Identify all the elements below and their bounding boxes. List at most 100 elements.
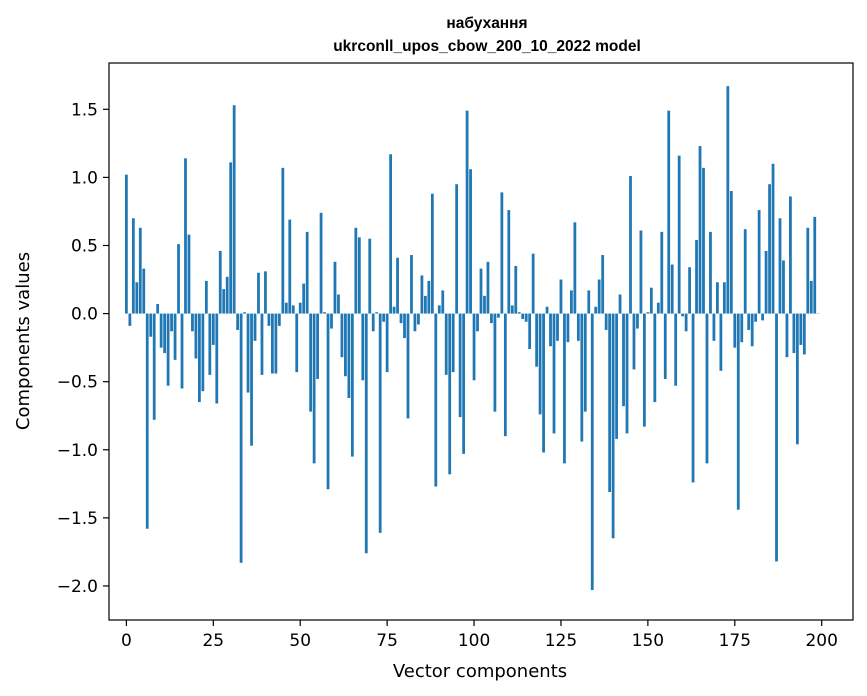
- bar-81: [406, 313, 410, 419]
- bar-168: [709, 231, 712, 314]
- bar-101: [476, 313, 479, 332]
- bar-157: [670, 264, 674, 314]
- bar-82: [410, 255, 413, 314]
- bar-137: [601, 255, 605, 314]
- bar-62: [340, 313, 344, 358]
- bar-134: [590, 313, 594, 591]
- bar-115: [524, 313, 528, 322]
- bar-97: [462, 313, 466, 454]
- bar-7: [149, 313, 153, 337]
- bar-196: [806, 227, 810, 314]
- bar-135: [594, 306, 598, 314]
- bar-27: [218, 250, 222, 314]
- bar-83: [413, 313, 417, 332]
- bar-194: [799, 313, 803, 345]
- bar-150: [646, 312, 650, 314]
- bar-119: [538, 313, 542, 415]
- bar-190: [785, 313, 789, 358]
- bar-161: [684, 313, 688, 332]
- bar-84: [417, 313, 420, 325]
- bar-15: [177, 244, 180, 314]
- bar-20: [194, 313, 198, 359]
- bar-0: [124, 174, 128, 314]
- bar-175: [733, 313, 737, 348]
- y-tick-label: −2.0: [57, 577, 98, 597]
- bar-74: [382, 313, 386, 322]
- bar-23: [204, 280, 208, 314]
- x-tick-label: 200: [805, 631, 837, 651]
- bar-104: [486, 261, 490, 314]
- bar-197: [809, 280, 813, 314]
- bar-32: [236, 313, 240, 330]
- bar-29: [225, 276, 229, 314]
- bar-122: [549, 313, 552, 347]
- bar-191: [789, 196, 792, 314]
- bar-11: [163, 313, 167, 354]
- x-tick-label: 0: [121, 631, 132, 651]
- bar-185: [768, 184, 771, 314]
- bar-30: [229, 162, 233, 314]
- bar-61: [337, 294, 340, 314]
- bar-4: [138, 227, 142, 314]
- bar-172: [722, 282, 726, 314]
- bar-1: [128, 313, 132, 326]
- y-tick-label: −1.0: [57, 441, 98, 461]
- x-tick-label: 100: [458, 631, 490, 651]
- x-tick-label: 175: [719, 631, 751, 651]
- bar-167: [705, 313, 709, 464]
- bar-9: [156, 304, 160, 314]
- bar-42: [271, 313, 274, 374]
- bar-155: [663, 313, 667, 379]
- bar-45: [281, 167, 285, 314]
- bar-24: [208, 313, 212, 375]
- bar-36: [250, 313, 253, 446]
- bar-73: [378, 313, 382, 533]
- bar-52: [305, 231, 309, 314]
- bar-110: [507, 210, 511, 314]
- chart-subtitle: ukrconll_upos_cbow_200_10_2022 model: [333, 38, 641, 55]
- bar-39: [260, 313, 264, 375]
- bar-189: [782, 260, 785, 314]
- bar-34: [243, 312, 246, 314]
- bar-87: [427, 280, 431, 314]
- bar-125: [559, 279, 563, 314]
- bar-92: [444, 313, 448, 375]
- bar-120: [542, 313, 545, 453]
- bar-188: [778, 218, 782, 314]
- bar-143: [622, 313, 625, 407]
- bar-96: [458, 313, 462, 418]
- bar-3: [135, 282, 139, 314]
- bar-181: [754, 313, 758, 322]
- y-tick-label: 1.5: [71, 100, 98, 120]
- bar-72: [375, 312, 379, 314]
- bar-106: [493, 313, 497, 412]
- bar-86: [423, 295, 427, 314]
- bar-2: [131, 218, 135, 314]
- bar-124: [556, 313, 559, 341]
- bar-54: [312, 313, 316, 464]
- plot-frame: [108, 62, 854, 621]
- y-tick-label: −1.5: [57, 509, 98, 529]
- bar-132: [583, 313, 587, 412]
- bar-68: [361, 313, 365, 381]
- bar-133: [587, 290, 591, 314]
- bar-169: [712, 313, 716, 341]
- bar-193: [795, 313, 799, 445]
- bar-144: [625, 313, 629, 434]
- bar-67: [357, 237, 361, 314]
- bar-33: [239, 313, 243, 563]
- bar-95: [455, 184, 459, 314]
- bar-146: [632, 313, 636, 370]
- bar-109: [503, 313, 507, 437]
- bar-18: [187, 234, 191, 314]
- bar-121: [545, 306, 549, 314]
- bar-51: [302, 283, 306, 314]
- bar-139: [608, 313, 612, 492]
- bar-14: [173, 313, 177, 360]
- bar-159: [677, 155, 681, 314]
- bar-182: [757, 210, 761, 314]
- bar-44: [277, 313, 281, 326]
- bar-142: [618, 294, 622, 314]
- bar-94: [451, 313, 455, 373]
